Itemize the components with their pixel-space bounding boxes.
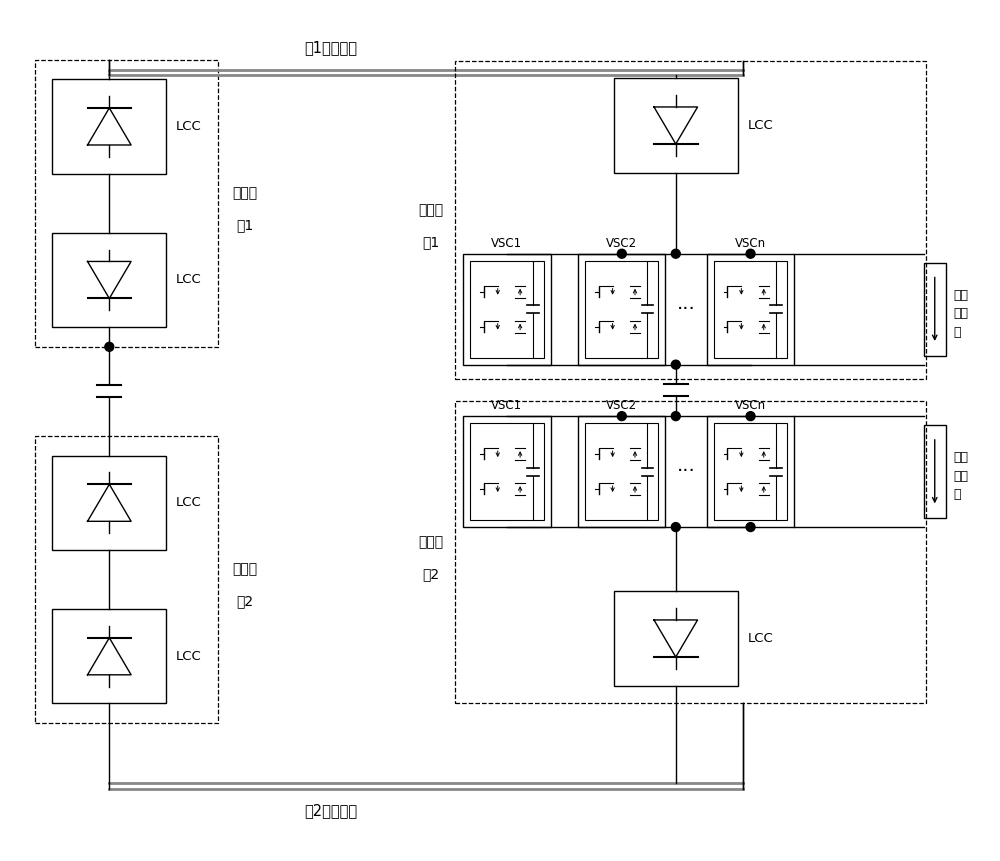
Bar — [52, 455, 166, 550]
Bar — [463, 254, 551, 365]
Text: VSC2: VSC2 — [606, 237, 637, 250]
Bar — [714, 261, 787, 357]
Text: VSCn: VSCn — [735, 400, 766, 412]
Text: LCC: LCC — [176, 496, 202, 510]
Bar — [714, 423, 787, 520]
Text: 杗2直流线路: 杗2直流线路 — [304, 803, 358, 818]
Bar — [585, 261, 658, 357]
Bar — [578, 254, 665, 365]
Text: VSCn: VSCn — [735, 237, 766, 250]
Bar — [614, 592, 738, 685]
Text: 并联: 并联 — [954, 288, 969, 301]
Text: LCC: LCC — [748, 119, 773, 132]
Circle shape — [617, 250, 626, 258]
Bar — [35, 59, 218, 347]
Bar — [578, 416, 665, 527]
Text: 避雷: 避雷 — [954, 470, 969, 483]
Bar — [924, 263, 946, 356]
Text: LCC: LCC — [176, 120, 202, 133]
Text: 器: 器 — [954, 326, 961, 339]
Bar — [463, 416, 551, 527]
Text: 避雷: 避雷 — [954, 307, 969, 320]
Circle shape — [671, 360, 680, 369]
Circle shape — [105, 343, 114, 351]
Text: 器: 器 — [954, 488, 961, 501]
Bar — [35, 436, 218, 723]
Circle shape — [617, 412, 626, 420]
Text: 并联: 并联 — [954, 451, 969, 464]
Text: 杗2: 杗2 — [236, 594, 253, 609]
Text: 逆变站: 逆变站 — [418, 536, 443, 549]
Circle shape — [671, 250, 680, 258]
Circle shape — [671, 523, 680, 531]
Text: 杗1直流线路: 杗1直流线路 — [304, 40, 357, 54]
Text: VSC1: VSC1 — [491, 400, 522, 412]
Text: 杗1: 杗1 — [422, 235, 439, 249]
Circle shape — [746, 523, 755, 531]
Text: 整流站: 整流站 — [232, 186, 257, 201]
Bar — [52, 610, 166, 703]
Bar — [924, 425, 946, 518]
Bar — [707, 254, 794, 365]
Text: ···: ··· — [677, 462, 696, 481]
Text: LCC: LCC — [176, 274, 202, 287]
Text: LCC: LCC — [176, 650, 202, 663]
Text: ···: ··· — [677, 300, 696, 319]
Bar — [614, 78, 738, 172]
Bar — [470, 261, 544, 357]
Text: VSC2: VSC2 — [606, 400, 637, 412]
Bar — [52, 79, 166, 174]
Text: 逆变站: 逆变站 — [418, 203, 443, 217]
Bar — [707, 416, 794, 527]
Text: 杗2: 杗2 — [422, 567, 439, 581]
Bar — [470, 423, 544, 520]
Bar — [455, 401, 926, 703]
Bar — [52, 233, 166, 327]
Bar — [585, 423, 658, 520]
Circle shape — [746, 250, 755, 258]
Text: 整流站: 整流站 — [232, 562, 257, 577]
Text: 杗1: 杗1 — [236, 218, 253, 232]
Circle shape — [746, 412, 755, 420]
Text: VSC1: VSC1 — [491, 237, 522, 250]
Bar — [455, 60, 926, 380]
Circle shape — [671, 412, 680, 420]
Text: LCC: LCC — [748, 632, 773, 645]
